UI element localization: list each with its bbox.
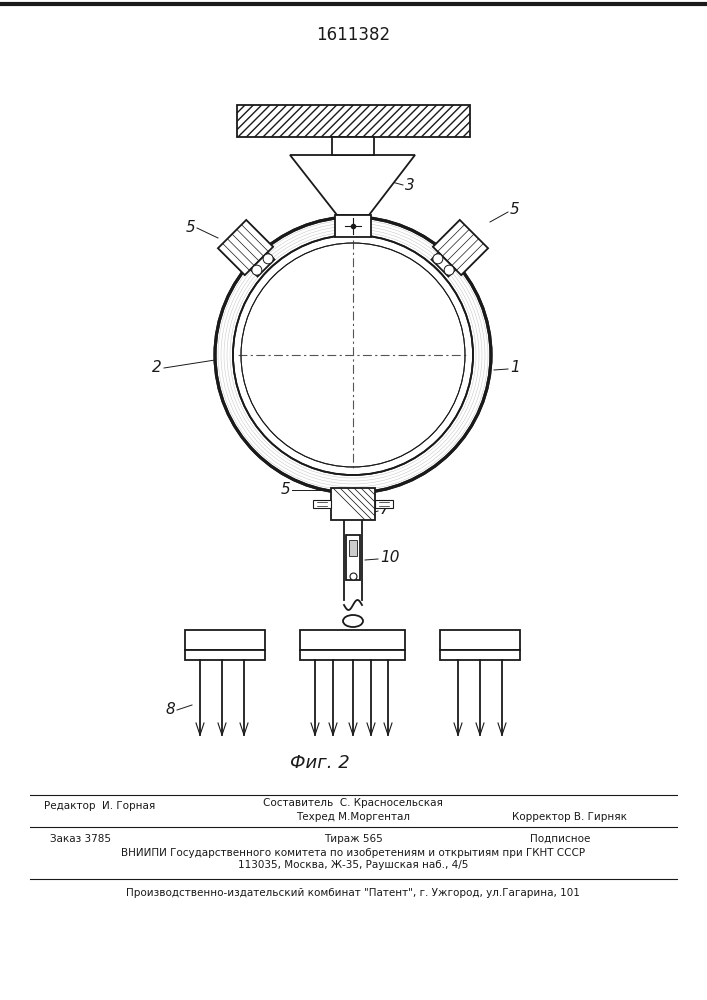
Text: Составитель  С. Красносельская: Составитель С. Красносельская [263, 798, 443, 808]
Text: 7: 7 [380, 502, 390, 518]
Text: 5: 5 [280, 483, 290, 497]
Bar [313, 500, 331, 508]
Polygon shape [218, 220, 273, 275]
Bar [349, 540, 357, 556]
Text: 2: 2 [152, 360, 162, 375]
Circle shape [444, 265, 454, 275]
Text: 8: 8 [165, 702, 175, 718]
Text: 1: 1 [510, 360, 520, 375]
Circle shape [252, 265, 262, 275]
Text: Фиг. 2: Фиг. 2 [290, 754, 350, 772]
Text: 113035, Москва, Ж-35, Раушская наб., 4/5: 113035, Москва, Ж-35, Раушская наб., 4/5 [238, 860, 468, 870]
Bar [331, 488, 375, 520]
Text: Редактор  И. Горная: Редактор И. Горная [45, 801, 156, 811]
Text: ВНИИПИ Государственного комитета по изобретениям и открытиям при ГКНТ СССР: ВНИИПИ Государственного комитета по изоб… [121, 848, 585, 858]
Bar [332, 137, 374, 155]
Bar [335, 215, 371, 237]
Polygon shape [290, 155, 415, 215]
Text: Подписное: Подписное [530, 834, 590, 844]
Bar [185, 650, 265, 660]
Bar [185, 630, 265, 650]
Bar [440, 650, 520, 660]
Bar [300, 630, 405, 650]
Ellipse shape [343, 615, 363, 627]
Bar [237, 105, 470, 137]
Circle shape [233, 235, 473, 475]
Bar [440, 630, 520, 650]
Text: 10: 10 [380, 550, 399, 566]
Text: 1611382: 1611382 [316, 26, 390, 44]
Text: Производственно-издательский комбинат "Патент", г. Ужгород, ул.Гагарина, 101: Производственно-издательский комбинат "П… [126, 888, 580, 898]
Circle shape [215, 217, 491, 493]
Circle shape [433, 254, 443, 264]
Text: Техред М.Моргентал: Техред М.Моргентал [296, 812, 410, 822]
Text: Корректор В. Гирняк: Корректор В. Гирняк [513, 812, 628, 822]
Circle shape [263, 254, 273, 264]
Text: 5: 5 [510, 202, 520, 218]
Text: 5: 5 [185, 221, 195, 235]
Bar [300, 650, 405, 660]
Bar [346, 535, 360, 580]
Polygon shape [250, 252, 274, 277]
Bar [375, 500, 393, 508]
Text: Заказ 3785: Заказ 3785 [49, 834, 110, 844]
Text: 3: 3 [405, 178, 415, 192]
Polygon shape [431, 252, 455, 277]
Text: Тираж 565: Тираж 565 [324, 834, 382, 844]
Polygon shape [433, 220, 488, 275]
